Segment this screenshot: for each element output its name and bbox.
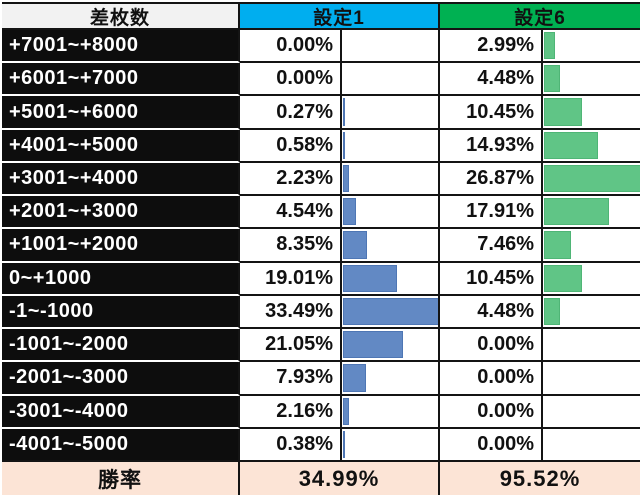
setting6-percent: 2.99% — [440, 30, 543, 64]
row-label: -1~-1000 — [2, 295, 240, 330]
setting6-bar-cell — [543, 196, 640, 230]
setting6-percent: 0.00% — [440, 395, 543, 429]
difference-header-cell: 差枚数 — [2, 2, 240, 30]
setting6-bar — [544, 65, 561, 93]
setting1-bar-cell — [342, 395, 440, 429]
setting1-bar — [343, 430, 345, 458]
row-label: 0~+1000 — [2, 262, 240, 296]
setting6-bar-cell — [543, 63, 640, 97]
setting1-bar — [343, 364, 366, 392]
setting6-bar-cell — [543, 295, 640, 330]
setting1-bar — [343, 331, 404, 359]
setting1-percent: 0.00% — [240, 63, 342, 97]
setting6-percent: 0.00% — [440, 362, 543, 396]
row-label: -4001~-5000 — [2, 428, 240, 462]
setting6-percent: 0.00% — [440, 428, 543, 462]
setting1-percent: 7.93% — [240, 362, 342, 396]
setting6-percent: 10.45% — [440, 262, 543, 296]
setting1-percent: 2.23% — [240, 162, 342, 197]
setting1-percent: 19.01% — [240, 262, 342, 296]
setting1-percent: 4.54% — [240, 196, 342, 230]
row-label: -2001~-3000 — [2, 362, 240, 396]
setting1-bar-cell — [342, 428, 440, 462]
setting1-percent: 0.27% — [240, 96, 342, 130]
setting6-bar-cell — [543, 30, 640, 64]
setting6-bar-cell — [543, 428, 640, 462]
setting1-percent: 33.49% — [240, 295, 342, 330]
setting6-bar-cell — [543, 329, 640, 363]
setting6-percent: 10.45% — [440, 96, 543, 130]
setting6-percent: 4.48% — [440, 295, 543, 330]
setting1-bar — [343, 198, 356, 226]
setting6-bar-cell — [543, 162, 640, 197]
setting1-bar — [343, 297, 438, 326]
setting6-bar — [544, 264, 582, 292]
setting6-percent: 4.48% — [440, 63, 543, 97]
setting1-percent: 0.00% — [240, 30, 342, 64]
setting1-bar-cell — [342, 229, 440, 263]
row-label: +2001~+3000 — [2, 196, 240, 230]
row-label: +5001~+6000 — [2, 96, 240, 130]
setting6-bar — [544, 198, 609, 226]
setting1-bar — [343, 164, 350, 193]
setting6-bar-cell — [543, 229, 640, 263]
setting6-bar — [544, 231, 571, 259]
setting6-percent: 0.00% — [440, 329, 543, 363]
setting1-percent: 0.38% — [240, 428, 342, 462]
setting1-bar — [343, 397, 350, 425]
setting6-bar-cell — [543, 262, 640, 296]
setting6-percent: 26.87% — [440, 162, 543, 197]
setting1-percent: 0.58% — [240, 129, 342, 163]
setting1-winrate: 34.99% — [240, 462, 440, 495]
setting6-header-cell: 設定6 — [440, 2, 640, 30]
setting1-bar-cell — [342, 129, 440, 163]
setting6-bar — [544, 98, 582, 126]
setting1-bar — [343, 231, 367, 259]
setting6-percent: 17.91% — [440, 196, 543, 230]
row-label: +1001~+2000 — [2, 229, 240, 263]
setting1-bar-cell — [342, 30, 440, 64]
setting6-bar-cell — [543, 96, 640, 130]
setting1-bar-cell — [342, 162, 440, 197]
setting1-percent: 2.16% — [240, 395, 342, 429]
setting1-bar-cell — [342, 196, 440, 230]
setting6-bar — [544, 297, 561, 326]
winrate-label: 勝率 — [2, 462, 240, 495]
setting6-bar — [544, 131, 598, 159]
setting6-bar — [544, 164, 640, 193]
setting6-bar-cell — [543, 362, 640, 396]
row-label: +3001~+4000 — [2, 162, 240, 197]
row-label: -3001~-4000 — [2, 395, 240, 429]
setting1-bar-cell — [342, 262, 440, 296]
setting1-bar-cell — [342, 63, 440, 97]
setting1-bar-cell — [342, 96, 440, 130]
setting6-percent: 7.46% — [440, 229, 543, 263]
row-label: +7001~+8000 — [2, 30, 240, 64]
setting6-bar-cell — [543, 395, 640, 429]
setting1-bar — [343, 98, 345, 126]
setting1-bar — [343, 131, 345, 159]
setting1-percent: 8.35% — [240, 229, 342, 263]
setting6-bar-cell — [543, 129, 640, 163]
setting6-percent: 14.93% — [440, 129, 543, 163]
row-label: -1001~-2000 — [2, 329, 240, 363]
setting6-winrate: 95.52% — [440, 462, 640, 495]
setting1-percent: 21.05% — [240, 329, 342, 363]
setting1-bar-cell — [342, 295, 440, 330]
row-label: +6001~+7000 — [2, 63, 240, 97]
setting1-bar-cell — [342, 362, 440, 396]
setting1-header-cell: 設定1 — [240, 2, 440, 30]
row-label: +4001~+5000 — [2, 129, 240, 163]
setting6-bar — [544, 32, 555, 60]
setting1-bar — [343, 264, 398, 292]
setting1-bar-cell — [342, 329, 440, 363]
